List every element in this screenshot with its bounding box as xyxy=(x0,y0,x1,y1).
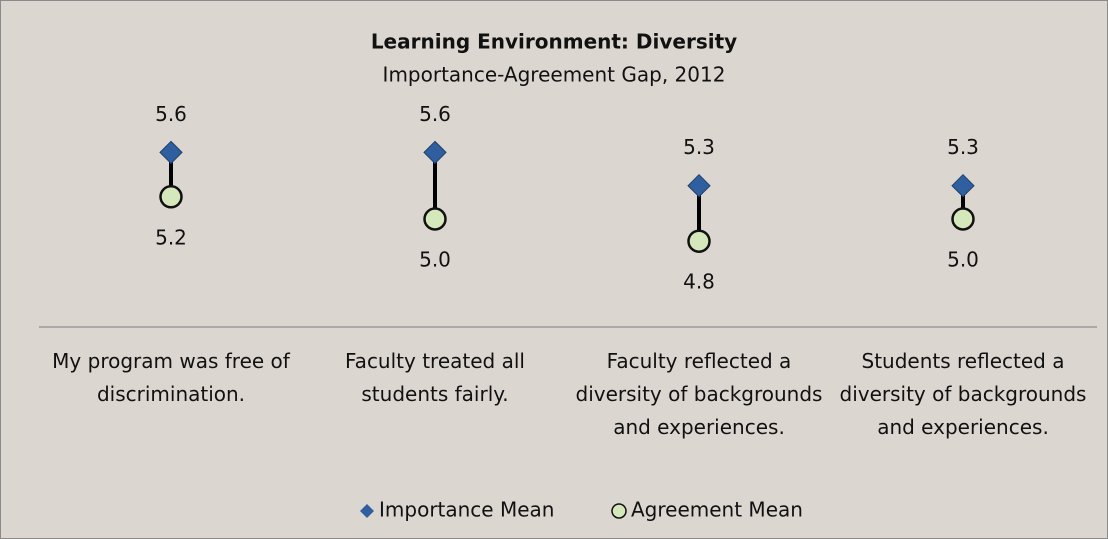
importance-marker xyxy=(951,173,975,198)
legend-marker xyxy=(360,504,374,518)
agreement-marker xyxy=(159,185,183,209)
legend-label: Agreement Mean xyxy=(631,498,803,522)
data-label: 5.0 xyxy=(419,248,451,272)
importance-marker xyxy=(159,140,183,165)
x-tick-label: My program was free of discrimination. xyxy=(52,349,290,406)
importance-marker xyxy=(687,173,711,198)
legend-label: Importance Mean xyxy=(379,498,554,522)
x-tick-label: Faculty reflected a diversity of backgro… xyxy=(575,349,823,439)
importance-marker xyxy=(423,140,447,165)
data-label: 5.6 xyxy=(419,102,451,126)
chart-title: Learning Environment: Diversity xyxy=(371,30,737,54)
agreement-marker xyxy=(951,207,975,231)
legend-marker xyxy=(611,503,627,519)
data-label: 5.6 xyxy=(155,102,187,126)
data-label: 4.8 xyxy=(683,270,715,294)
data-label: 5.3 xyxy=(947,135,979,159)
data-label: 5.0 xyxy=(947,248,979,272)
data-label: 5.3 xyxy=(683,135,715,159)
agreement-marker xyxy=(423,207,447,231)
x-tick-label: Students reflected a diversity of backgr… xyxy=(839,349,1087,439)
data-label: 5.2 xyxy=(155,225,187,249)
chart-subtitle: Importance-Agreement Gap, 2012 xyxy=(383,63,726,87)
agreement-marker xyxy=(687,229,711,253)
x-tick-label: Faculty treated all students fairly. xyxy=(345,349,525,406)
